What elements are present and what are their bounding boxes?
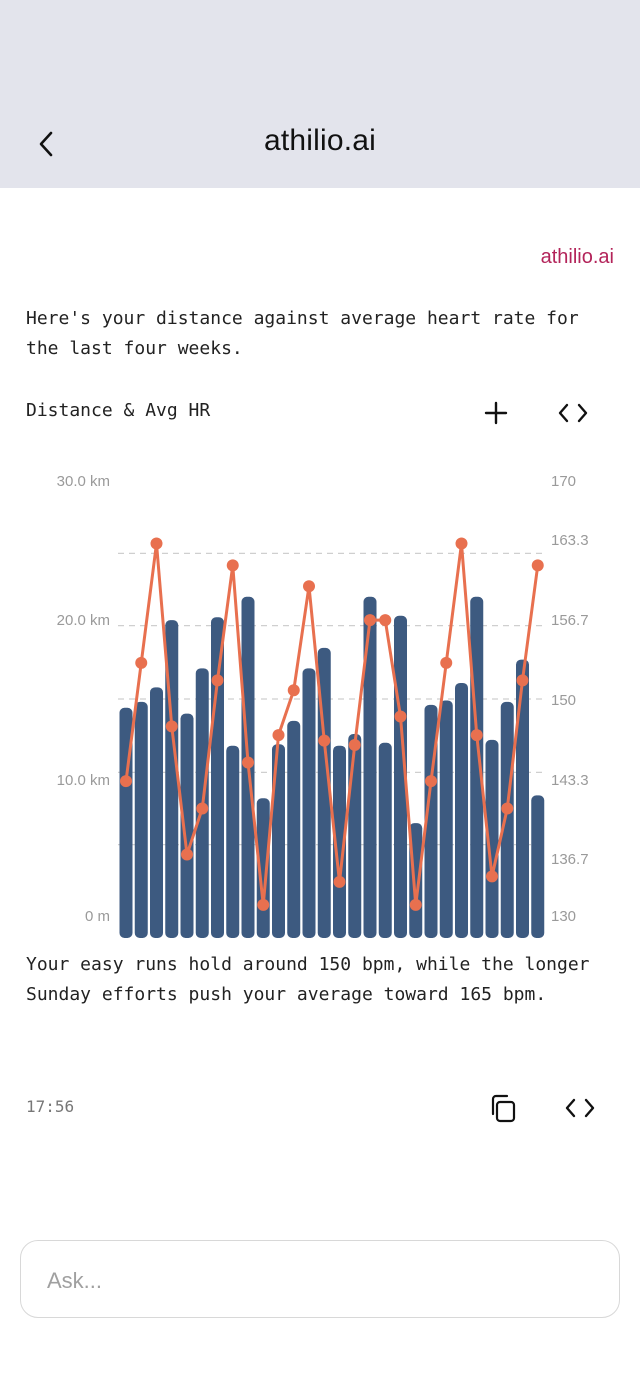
left-tick-label: 0 m <box>85 908 110 925</box>
right-tick-label: 130 <box>551 908 576 925</box>
right-tick-label: 150 <box>551 692 576 709</box>
heart-rate-line <box>120 537 544 911</box>
heart-rate-point <box>242 756 254 769</box>
distance-bar <box>226 745 240 938</box>
add-chart-button[interactable] <box>478 395 514 431</box>
heart-rate-point <box>120 775 132 788</box>
heart-rate-point <box>440 656 453 669</box>
distance-bar <box>516 659 529 938</box>
heart-rate-polyline <box>124 542 540 907</box>
heart-rate-point <box>455 537 468 550</box>
distance-hr-chart: 30.0 km 20.0 km 10.0 km 0 m 170 163.3 15… <box>57 473 589 938</box>
left-tick-label: 30.0 km <box>57 473 110 490</box>
copy-button[interactable] <box>485 1090 521 1126</box>
plus-icon <box>484 401 508 425</box>
right-tick-label: 156.7 <box>551 612 589 629</box>
back-button[interactable] <box>30 124 62 164</box>
heart-rate-point <box>211 674 224 687</box>
right-tick-label: 170 <box>551 473 576 490</box>
left-tick-label: 10.0 km <box>57 772 110 789</box>
heart-rate-point <box>303 580 315 593</box>
heart-rate-point <box>409 898 422 911</box>
heart-rate-point <box>486 870 498 883</box>
heart-rate-point <box>226 559 239 572</box>
distance-bar <box>348 734 362 938</box>
page-title: athilio.ai <box>263 124 377 157</box>
heart-rate-point <box>135 656 148 669</box>
distance-bar <box>150 687 163 938</box>
right-tick-label: 143.3 <box>551 772 589 789</box>
heart-rate-point <box>394 710 407 723</box>
distance-bar <box>485 739 499 938</box>
heart-rate-point <box>333 875 346 888</box>
right-tick-label: 136.7 <box>551 851 589 868</box>
heart-rate-point <box>257 898 270 911</box>
heart-rate-point <box>150 537 163 550</box>
chart-title: Distance & Avg HR <box>26 400 211 421</box>
app-header: athilio.ai <box>0 0 640 188</box>
right-axis: 170 163.3 156.7 150 143.3 136.7 130 <box>551 473 589 925</box>
heart-rate-point <box>181 848 193 861</box>
distance-bar <box>455 682 468 938</box>
message-intro: Here's your distance against average hea… <box>26 308 579 359</box>
distance-bar <box>378 742 392 938</box>
distance-bar <box>287 720 301 938</box>
left-tick-label: 20.0 km <box>57 612 110 629</box>
sender-name: athilio.ai <box>540 246 614 268</box>
chart-code-button[interactable] <box>555 395 591 431</box>
distance-bar <box>500 701 514 938</box>
code-icon <box>565 1098 595 1118</box>
heart-rate-point <box>348 738 361 751</box>
heart-rate-point <box>287 684 300 697</box>
message-code-button[interactable] <box>562 1090 598 1126</box>
heart-rate-point <box>470 729 483 742</box>
distance-bar <box>180 713 194 938</box>
copy-icon <box>491 1094 516 1123</box>
distance-bar <box>134 701 148 938</box>
distance-bar <box>302 668 316 938</box>
distance-bar <box>531 795 545 938</box>
distance-bar <box>211 617 224 938</box>
heart-rate-point <box>425 775 437 788</box>
distance-bar <box>272 744 285 938</box>
heart-rate-point <box>272 729 285 742</box>
heart-rate-point <box>318 734 331 747</box>
left-axis: 30.0 km 20.0 km 10.0 km 0 m <box>57 473 110 925</box>
distance-bar <box>439 700 453 938</box>
message-timestamp: 17:56 <box>26 1097 75 1116</box>
heart-rate-point <box>364 614 376 627</box>
heart-rate-point <box>196 802 209 815</box>
heart-rate-point <box>379 614 392 627</box>
code-icon <box>558 403 588 423</box>
ask-input[interactable] <box>45 1241 599 1321</box>
distance-bar <box>363 596 377 938</box>
heart-rate-point <box>531 559 544 572</box>
ask-composer <box>20 1240 620 1321</box>
heart-rate-point <box>165 720 178 733</box>
heart-rate-point <box>501 802 514 815</box>
chevron-left-icon <box>39 131 53 157</box>
distance-bar <box>333 745 346 938</box>
heart-rate-point <box>516 674 529 687</box>
message-outro: Your easy runs hold around 150 bpm, whil… <box>26 954 590 1005</box>
right-tick-label: 163.3 <box>551 532 589 549</box>
